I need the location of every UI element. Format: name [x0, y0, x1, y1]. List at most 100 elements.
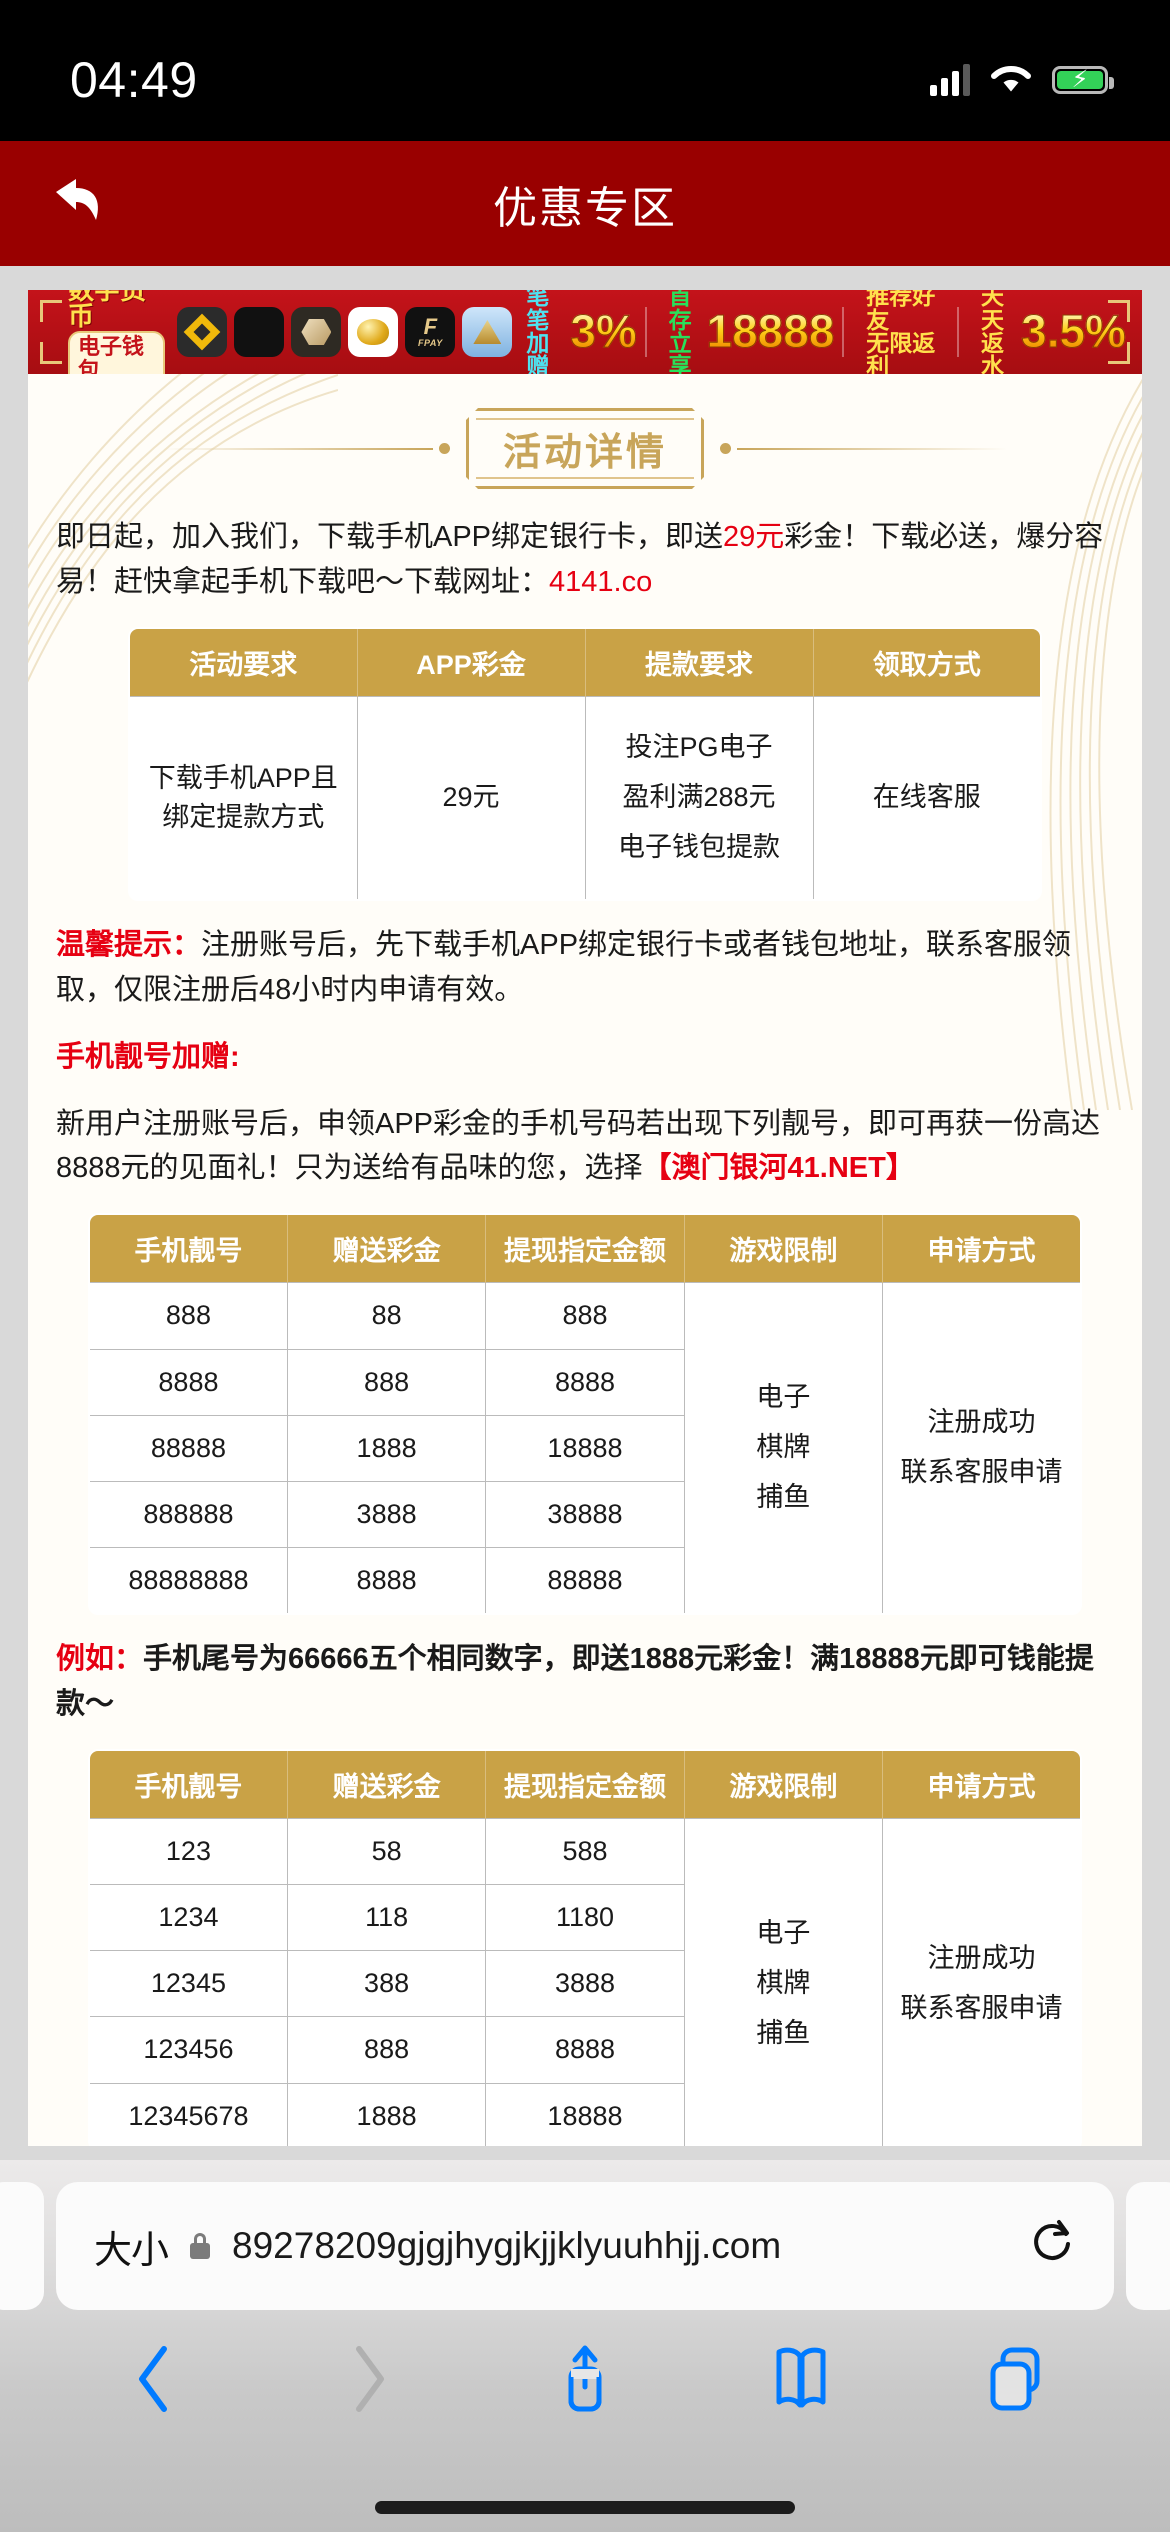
lucky-desc-highlight: 【澳门银河41.NET】 — [642, 1152, 915, 1185]
back-icon[interactable] — [115, 2340, 193, 2418]
table-row: 888 88 888 电子 棋牌 捕鱼 注册成功 联系客服申请 — [90, 1282, 1080, 1614]
details-tip: 温馨提示：注册账号后，先下载手机APP绑定银行卡或者钱包地址，联系客服领取，仅限… — [28, 923, 1142, 1013]
prev-tab-peek[interactable] — [0, 2182, 44, 2310]
tabs-icon[interactable] — [977, 2340, 1055, 2418]
details-td-1: 29元 — [356, 695, 586, 899]
banner-divider-2 — [842, 307, 845, 357]
banner-offer-2: 推荐好友 无限返利 — [866, 290, 949, 374]
banner-corner-tl — [40, 300, 62, 322]
banner-offer-0-line2: 加赠 — [526, 330, 550, 374]
details-th-2: 提款要求 — [585, 628, 814, 697]
browser-toolbar — [0, 2310, 1170, 2418]
banner-offer-3-value: 3.5% — [1021, 305, 1127, 358]
table-row: 88888 1888 18888 — [90, 1414, 1080, 1482]
lucky-a-r2c2: 18888 — [485, 1414, 685, 1482]
lucky-a-th-1: 赠送彩金 — [287, 1215, 487, 1283]
banner-offer-0-value: 3% — [570, 305, 637, 358]
example-a: 例如：手机尾号为66666五个相同数字，即送1888元彩金！满18888元即可钱… — [28, 1637, 1142, 1727]
lucky-a-th-2: 提现指定金额 — [485, 1215, 685, 1283]
lucky-b-r4c0: 12345678 — [90, 2082, 288, 2146]
fpay-icon: F FPAY — [405, 307, 456, 357]
back-arrow-icon[interactable] — [38, 164, 118, 244]
url-text[interactable]: 89278209gjgjhygjkjjklyuuhhjj.com — [232, 2225, 782, 2266]
status-indicators: ⚡ — [930, 63, 1114, 96]
hex-wallet-icon — [291, 307, 342, 357]
lucky-b-r2c2: 3888 — [485, 1950, 685, 2018]
address-bar[interactable]: 大小 89278209gjgjhygjkjjklyuuhhjj.com — [56, 2182, 1114, 2310]
blue-wallet-icon — [462, 307, 513, 357]
banner-crypto-label: 数字货币 电子钱包 — [68, 290, 166, 374]
reload-icon[interactable] — [1030, 2216, 1076, 2276]
battery-charging-icon: ⚡ — [1052, 65, 1114, 94]
banner-offer-0: 笔笔 加赠 3% — [526, 290, 637, 374]
lucky-a-th-4: 申请方式 — [882, 1215, 1080, 1283]
lucky-b-th-3: 游戏限制 — [684, 1750, 884, 1819]
lucky-b-r3c0: 123456 — [90, 2016, 288, 2084]
details-intro-part1: 即日起，加入我们，下载手机APP绑定银行卡，即送 — [56, 521, 724, 553]
table-row: 123456 888 8888 — [90, 2016, 1080, 2084]
banner-crypto-subtitle: 电子钱包 — [68, 330, 166, 374]
lock-icon — [190, 2233, 211, 2259]
gold-coin-icon — [348, 307, 399, 357]
lucky-a-r1c2: 8888 — [485, 1348, 685, 1416]
lucky-a-game-limit: 电子 棋牌 捕鱼 — [683, 1282, 884, 1614]
lucky-a-r4c1: 8888 — [286, 1546, 487, 1614]
status-bar: 04:49 ⚡ — [0, 0, 1170, 141]
lucky-b-r4c2: 18888 — [485, 2082, 685, 2146]
browser-bottom-bar: 大小 89278209gjgjhygjkjjklyuuhhjj.com — [0, 2160, 1170, 2532]
cellular-bars-icon — [930, 63, 970, 96]
status-time: 04:49 — [70, 51, 198, 108]
lucky-desc: 新用户注册账号后，申领APP彩金的手机号码若出现下列靓号，即可再获一份高达888… — [28, 1102, 1142, 1192]
lucky-a-r3c1: 3888 — [286, 1480, 487, 1548]
banner-offer-1-value: 18888 — [706, 305, 835, 358]
lucky-b-r2c1: 388 — [286, 1950, 487, 2018]
details-intro-paragraph: 即日起，加入我们，下载手机APP绑定银行卡，即送29元彩金！下载必送，爆分容易！… — [28, 515, 1142, 605]
table-header-row: 活动要求 APP彩金 提款要求 领取方式 — [130, 628, 1040, 697]
page-title: 优惠专区 — [493, 183, 677, 233]
lucky-a-r2c1: 1888 — [286, 1414, 487, 1482]
next-tab-peek[interactable] — [1126, 2182, 1170, 2310]
table-row: 8888 888 8888 — [90, 1348, 1080, 1416]
lucky-a-r0c1: 88 — [286, 1282, 487, 1350]
section-line-left — [162, 447, 433, 450]
lucky-heading: 手机靓号加赠: — [28, 1035, 1142, 1080]
lucky-a-r1c0: 8888 — [90, 1348, 288, 1416]
lucky-b-r0c1: 58 — [286, 1817, 487, 1886]
section-line-right — [737, 447, 1007, 450]
banner-offer-2-line2: 无限返利 — [866, 330, 936, 374]
table-row: 88888888 8888 88888 — [90, 1546, 1080, 1614]
lucky-b-r1c0: 1234 — [90, 1884, 288, 1952]
banner-corner-br — [1108, 342, 1130, 364]
section-title-details: 活动详情 — [502, 432, 667, 474]
lucky-b-th-4: 申请方式 — [882, 1750, 1080, 1819]
details-td-2: 投注PG电子 盈利满288元 电子钱包提款 — [584, 695, 814, 899]
bookmarks-icon[interactable] — [762, 2340, 840, 2418]
lucky-b-r4c1: 1888 — [286, 2082, 487, 2146]
details-table: 活动要求 APP彩金 提款要求 领取方式 下载手机APP且绑定提款方式 29元 … — [128, 626, 1042, 901]
wifi-icon — [991, 65, 1031, 91]
lucky-b-th-2: 提现指定金额 — [485, 1750, 685, 1819]
banner-offer-3-line2: 返水 — [980, 330, 1004, 374]
example-a-label: 例如： — [56, 1643, 144, 1676]
lucky-b-r3c1: 888 — [286, 2016, 487, 2084]
text-size-button[interactable]: 大小 — [94, 2229, 169, 2272]
section-header-details: 活动详情 — [28, 408, 1142, 489]
lucky-b-r2c0: 12345 — [90, 1950, 288, 2018]
share-icon[interactable] — [546, 2340, 624, 2418]
banner-offer-0-line1: 笔笔 — [526, 290, 550, 333]
banner-offer-3-line1: 天天 — [980, 290, 1004, 333]
url-row: 大小 89278209gjgjhygjkjjklyuuhhjj.com — [0, 2160, 1170, 2310]
details-td-3: 在线客服 — [812, 695, 1040, 899]
details-th-0: 活动要求 — [130, 628, 358, 697]
banner-divider-3 — [957, 307, 959, 357]
details-intro-highlight1: 29元 — [723, 521, 785, 553]
table-header-row: 手机靓号 赠送彩金 提现指定金额 游戏限制 申请方式 — [90, 1750, 1080, 1819]
banner-offer-1: 首存 立享 18888 — [669, 290, 835, 374]
table-header-row: 手机靓号 赠送彩金 提现指定金额 游戏限制 申请方式 — [90, 1215, 1080, 1283]
banner-corner-bl — [40, 342, 62, 364]
lucky-a-th-3: 游戏限制 — [684, 1215, 884, 1283]
lucky-a-r1c1: 888 — [286, 1348, 487, 1416]
